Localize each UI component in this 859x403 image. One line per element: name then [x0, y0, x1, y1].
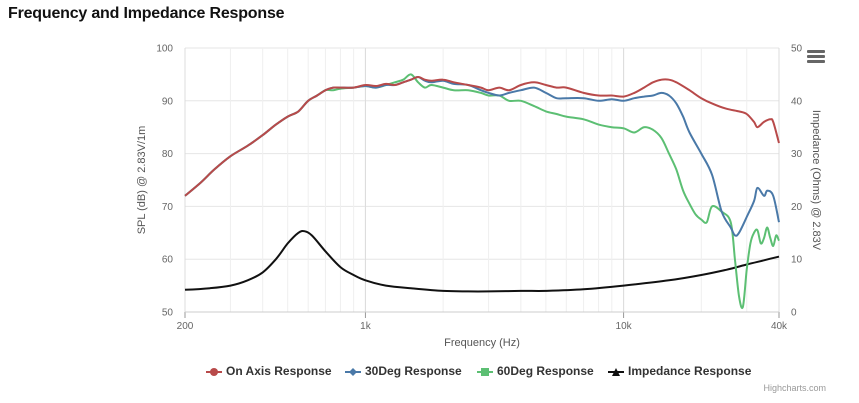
y2-tick-label: 20	[791, 202, 803, 213]
legend-label: 60Deg Response	[497, 364, 594, 378]
x-axis-title: Frequency (Hz)	[444, 337, 520, 349]
triangle-marker-icon	[608, 365, 624, 377]
y-tick-label: 90	[162, 96, 174, 107]
legend-label: 30Deg Response	[365, 364, 462, 378]
x-tick-label: 10k	[616, 321, 633, 332]
y-tick-label: 50	[162, 308, 174, 319]
legend-item-impedance[interactable]: Impedance Response	[608, 363, 751, 379]
legend-item-on-axis[interactable]: On Axis Response	[206, 363, 332, 379]
series-lines	[184, 73, 780, 310]
square-marker-icon	[477, 365, 493, 377]
y2-tick-label: 50	[791, 44, 803, 55]
y-tick-label: 70	[162, 202, 174, 213]
legend-item-30deg[interactable]: 30Deg Response	[345, 363, 462, 379]
series-line-impedance[interactable]	[184, 230, 780, 293]
series-line-on_axis[interactable]	[184, 76, 780, 197]
series-line-deg60[interactable]	[184, 73, 780, 310]
chart-legend: On Axis Response 30Deg Response 60Deg Re…	[0, 363, 859, 381]
y2-tick-label: 0	[791, 308, 797, 319]
x-tick-label: 200	[177, 321, 194, 332]
credits-link[interactable]: Highcharts.com	[763, 383, 826, 393]
y-tick-label: 100	[156, 44, 173, 55]
page-title: Frequency and Impedance Response	[8, 5, 285, 22]
legend-item-60deg[interactable]: 60Deg Response	[477, 363, 594, 379]
x-tick-label: 1k	[360, 321, 372, 332]
y-tick-label: 60	[162, 255, 174, 266]
y2-tick-label: 40	[791, 96, 803, 107]
x-tick-label: 40k	[771, 321, 788, 332]
y-axis-title: SPL (dB) @ 2.83V/1m	[136, 126, 148, 235]
y-tick-label: 80	[162, 149, 174, 160]
hamburger-menu-icon[interactable]	[807, 50, 825, 66]
y2-tick-label: 10	[791, 255, 803, 266]
diamond-marker-icon	[345, 365, 361, 377]
y2-axis-title: Impedance (Ohms) @ 2.83V	[810, 110, 822, 251]
legend-label: On Axis Response	[226, 364, 332, 378]
grid	[184, 47, 780, 318]
y2-tick-label: 30	[791, 149, 803, 160]
circle-marker-icon	[206, 365, 222, 377]
legend-label: Impedance Response	[628, 364, 752, 378]
